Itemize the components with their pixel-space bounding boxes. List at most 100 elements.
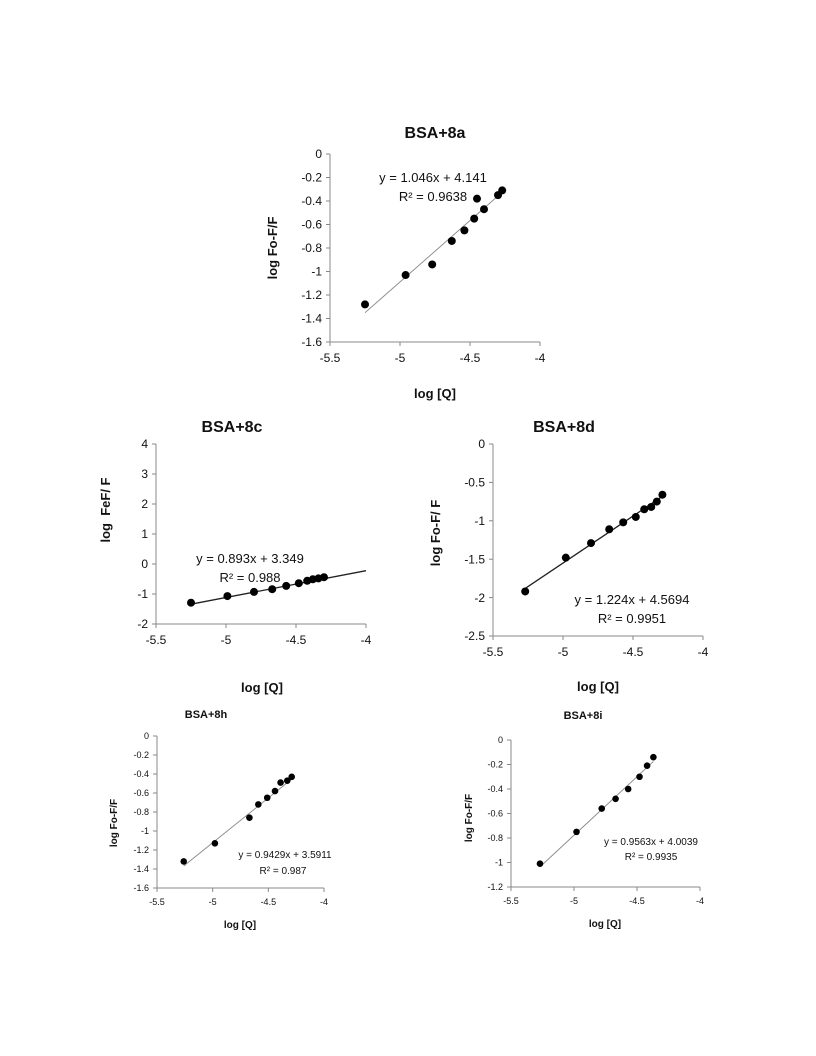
chart-3-data-point	[561, 553, 570, 562]
chart-1-y-tick-label: -1.2	[301, 288, 322, 302]
chart-4-x-axis-label: log [Q]	[224, 920, 256, 931]
chart-2-y-tick-label: 3	[141, 467, 148, 481]
chart-1-x-axis-label: log [Q]	[414, 386, 456, 401]
chart-5-data-point	[612, 795, 619, 803]
chart-3-data-point	[619, 518, 628, 527]
chart-2-y-tick-label: 1	[141, 527, 148, 541]
chart-3-data-point	[640, 505, 649, 514]
chart-1-y-tick-label: -1.6	[301, 335, 322, 349]
chart-4-y-tick-label: -0.4	[133, 769, 149, 779]
chart-4-y-tick-label: -1.6	[133, 883, 149, 893]
chart-5-data-point	[650, 753, 657, 761]
chart-3-r-squared: R² = 0.9951	[598, 611, 666, 626]
chart-1-data-point	[428, 260, 437, 269]
chart-2-data-point	[223, 592, 232, 601]
chart-2-data-point	[294, 579, 303, 588]
chart-2-trendline	[190, 570, 367, 605]
chart-4-x-tick-label: -4.5	[261, 897, 277, 907]
chart-3-y-tick-label: 0	[478, 437, 485, 451]
chart-3-data-point	[631, 512, 640, 521]
chart-4-x-tick-label: -4	[320, 897, 328, 907]
chart-2-y-tick-label: 0	[141, 557, 148, 571]
chart-1-y-tick-label: -1.4	[301, 312, 322, 326]
chart-2-x-tick-label: -5	[221, 633, 232, 647]
chart-2-y-tick-label: 2	[141, 497, 148, 511]
chart-1-trendline	[364, 191, 503, 314]
chart-4-data-point	[271, 787, 279, 795]
chart-5-x-tick-label: -5	[570, 896, 578, 906]
chart-1-x-tick-label: -4.5	[460, 351, 481, 365]
chart-3-x-tick-label: -4.5	[623, 645, 644, 659]
chart-1-y-tick-label: -0.4	[301, 194, 322, 208]
chart-4-title: BSA+8h	[185, 709, 228, 721]
chart-5-y-tick-label: 0	[498, 735, 503, 745]
chart-2-y-tick-label: -1	[137, 587, 148, 601]
chart-2-x-axis-label: log [Q]	[241, 680, 283, 695]
chart-5-x-tick-label: -4	[696, 896, 704, 906]
chart-1-data-point	[460, 226, 469, 235]
chart-1-data-point	[361, 300, 369, 309]
chart-2-r-squared: R² = 0.988	[219, 570, 280, 585]
chart-3-data-point	[647, 502, 656, 511]
chart-5-x-tick-label: -4.5	[629, 896, 645, 906]
chart-2-y-tick-label: 4	[141, 437, 148, 451]
chart-4-x-tick-label: -5	[209, 897, 217, 907]
chart-3-data-point	[587, 539, 595, 548]
chart-3-data-point	[521, 587, 530, 596]
chart-5-y-tick-label: -0.2	[487, 760, 503, 770]
chart-5-y-tick-label: -1	[495, 858, 503, 868]
chart-3-y-tick-label: -1.5	[464, 552, 485, 566]
chart-1-data-point	[447, 236, 456, 245]
chart-3-data-point	[605, 525, 614, 534]
chart-4-data-point	[263, 794, 271, 802]
chart-4-data-point	[255, 801, 262, 808]
chart-5-title: BSA+8i	[564, 710, 603, 722]
chart-1-data-point	[498, 186, 507, 195]
chart-2-data-point	[268, 585, 277, 594]
chart-1-r-squared: R² = 0.9638	[399, 189, 467, 204]
chart-5-data-point	[536, 860, 544, 868]
chart-1-y-tick-label: -0.6	[301, 218, 322, 232]
chart-5-data-point	[598, 805, 606, 812]
chart-3-y-tick-label: -0.5	[464, 476, 485, 490]
chart-2-y-tick-label: -2	[137, 617, 148, 631]
chart-4-r-squared: R² = 0.987	[260, 866, 307, 877]
chart-4-y-axis-label: log Fo-F/F	[109, 799, 120, 847]
chart-3-y-tick-label: -2	[474, 591, 485, 605]
chart-3-x-tick-label: -5	[558, 645, 569, 659]
chart-2-data-point	[320, 573, 328, 582]
chart-2-y-axis-label: log FeF/ F	[98, 477, 113, 542]
chart-5-y-tick-label: -0.4	[487, 784, 503, 794]
chart-3-data-point	[652, 497, 661, 506]
chart-3-y-tick-label: -2.5	[464, 629, 485, 643]
chart-3-title: BSA+8d	[533, 419, 595, 436]
chart-1-y-axis-label: log Fo-F/F	[265, 217, 280, 280]
chart-5-data-point	[624, 785, 632, 793]
chart-4-data-point	[283, 777, 291, 784]
chart-4-data-point	[180, 858, 188, 865]
chart-5-data-point	[643, 762, 651, 770]
chart-4-equation: y = 0.9429x + 3.5911	[238, 850, 332, 861]
chart-1-y-tick-label: -0.2	[301, 171, 322, 185]
chart-2-x-tick-label: -5.5	[146, 633, 167, 647]
chart-2-x-tick-label: -4	[361, 633, 372, 647]
chart-2-data-point	[187, 598, 195, 607]
chart-1-x-tick-label: -5	[395, 351, 406, 365]
chart-5-x-axis-label: log [Q]	[589, 919, 621, 930]
chart-2-data-point	[282, 581, 291, 590]
chart-1-title: BSA+8a	[405, 125, 466, 142]
chart-3-x-tick-label: -4	[698, 645, 709, 659]
chart-4-y-tick-label: 0	[144, 731, 149, 741]
chart-3-y-axis-label: log Fo-F/ F	[428, 500, 443, 566]
chart-5-r-squared: R² = 0.9935	[625, 852, 678, 863]
chart-1-y-tick-label: 0	[315, 147, 322, 161]
chart-5-data-point	[636, 773, 643, 781]
chart-3-data-point	[658, 490, 667, 499]
chart-1-data-point	[480, 205, 488, 214]
chart-5-equation: y = 0.9563x + 4.0039	[604, 837, 698, 848]
chart-4-y-tick-label: -0.8	[133, 807, 149, 817]
chart-3-x-axis-label: log [Q]	[577, 679, 619, 694]
chart-1-y-tick-label: -1	[311, 265, 322, 279]
chart-4-y-tick-label: -1.4	[133, 864, 149, 874]
